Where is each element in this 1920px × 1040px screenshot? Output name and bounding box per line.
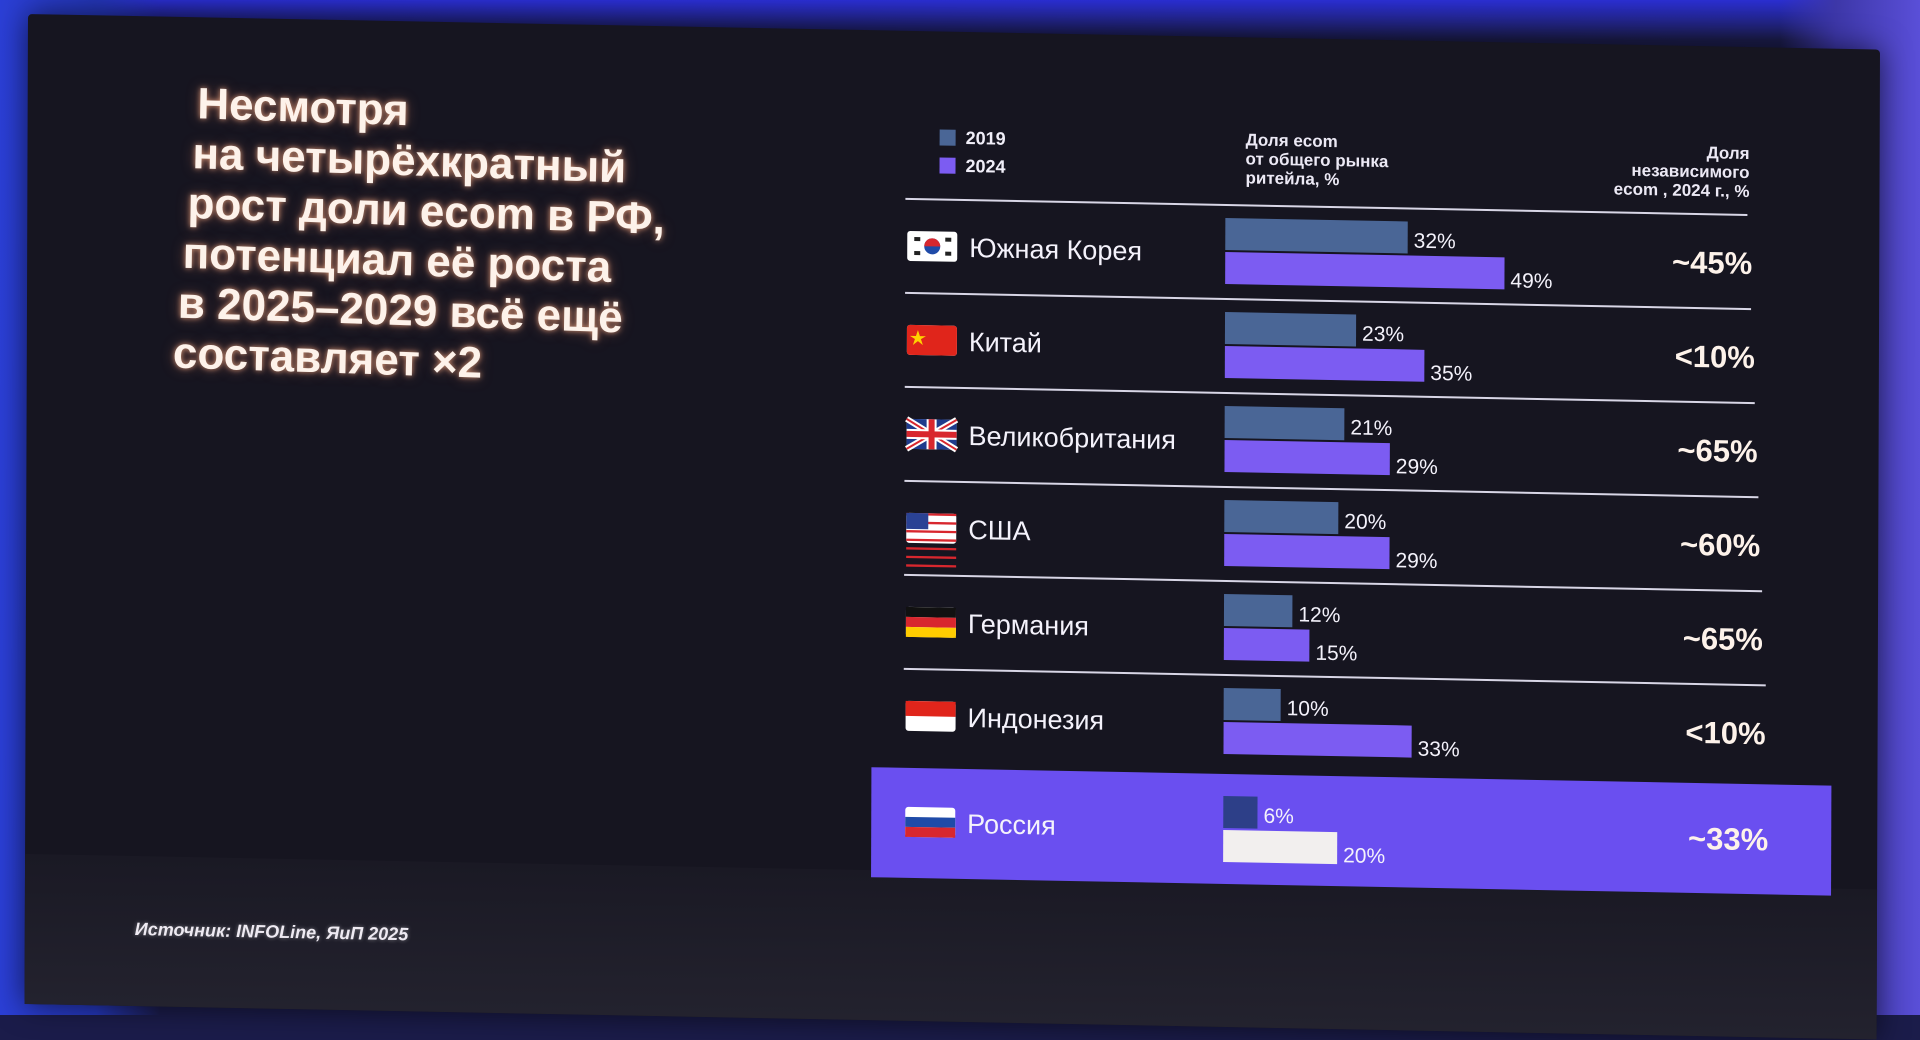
country-label: Южная Корея <box>969 233 1142 266</box>
indonesia-flag-icon <box>905 700 956 732</box>
row-separator <box>904 573 1763 593</box>
value-label-2024: 33% <box>1418 738 1460 762</box>
row-separator <box>905 197 1748 217</box>
bar-2019 <box>1224 311 1357 347</box>
bar-2019 <box>1224 405 1345 441</box>
bar-2019 <box>1223 795 1258 829</box>
ecom-share-bar-chart: Южная Корея 32% 49% ~45% Китай 23% 35% <10% Вели… <box>871 197 1832 896</box>
country-label: Великобритания <box>969 421 1176 455</box>
country-label: Индонезия <box>968 703 1105 736</box>
uk-flag-icon <box>905 416 959 453</box>
south-korea-flag-icon <box>907 230 958 262</box>
germany-flag-icon <box>905 606 956 638</box>
country-label: Россия <box>967 809 1056 841</box>
value-label-2024: 29% <box>1395 549 1437 573</box>
bar-2019 <box>1223 687 1281 722</box>
bar-2024 <box>1223 721 1412 758</box>
presentation-screen: Несмотря на четырёхкратный рост доли eco… <box>24 14 1880 1040</box>
value-label-2024: 49% <box>1510 269 1552 293</box>
row-separator <box>905 291 1752 311</box>
value-label-2019: 23% <box>1362 323 1404 347</box>
value-label-2024: 29% <box>1396 455 1438 479</box>
bar-2019 <box>1225 217 1408 254</box>
value-label-2024: 35% <box>1430 362 1472 386</box>
bar-2024 <box>1224 439 1390 476</box>
independent-ecom-share: ~65% <box>1677 433 1757 470</box>
usa-flag-icon <box>906 512 957 568</box>
row-separator <box>904 385 1755 405</box>
russia-highlight-row <box>871 767 1832 896</box>
value-label-2024: 20% <box>1343 844 1385 868</box>
independent-ecom-share: ~33% <box>1688 821 1768 858</box>
independent-ecom-share: ~45% <box>1672 245 1752 282</box>
value-label-2019: 20% <box>1344 510 1386 534</box>
value-label-2019: 32% <box>1414 230 1456 254</box>
independent-ecom-share: <10% <box>1675 339 1755 376</box>
russia-flag-icon <box>905 806 956 838</box>
value-label-2019: 21% <box>1350 416 1392 440</box>
bar-2024 <box>1223 829 1338 865</box>
value-label-2019: 12% <box>1298 603 1340 627</box>
row-separator <box>904 479 1759 499</box>
row-separator <box>903 667 1766 687</box>
bar-2024 <box>1224 345 1425 382</box>
value-label-2019: 6% <box>1263 805 1293 829</box>
independent-ecom-share: <10% <box>1685 715 1765 752</box>
country-label: США <box>968 515 1030 546</box>
bar-2024 <box>1225 251 1505 290</box>
value-label-2024: 15% <box>1315 642 1357 666</box>
value-label-2019: 10% <box>1287 697 1329 721</box>
bar-2024 <box>1224 533 1390 570</box>
bar-2019 <box>1223 593 1293 628</box>
independent-ecom-share: ~65% <box>1683 621 1763 658</box>
bar-2019 <box>1224 499 1339 535</box>
independent-ecom-share: ~60% <box>1680 527 1760 564</box>
country-label: Китай <box>969 327 1042 358</box>
bar-2024 <box>1223 627 1310 662</box>
china-flag-icon <box>906 324 957 356</box>
country-label: Германия <box>968 609 1089 641</box>
